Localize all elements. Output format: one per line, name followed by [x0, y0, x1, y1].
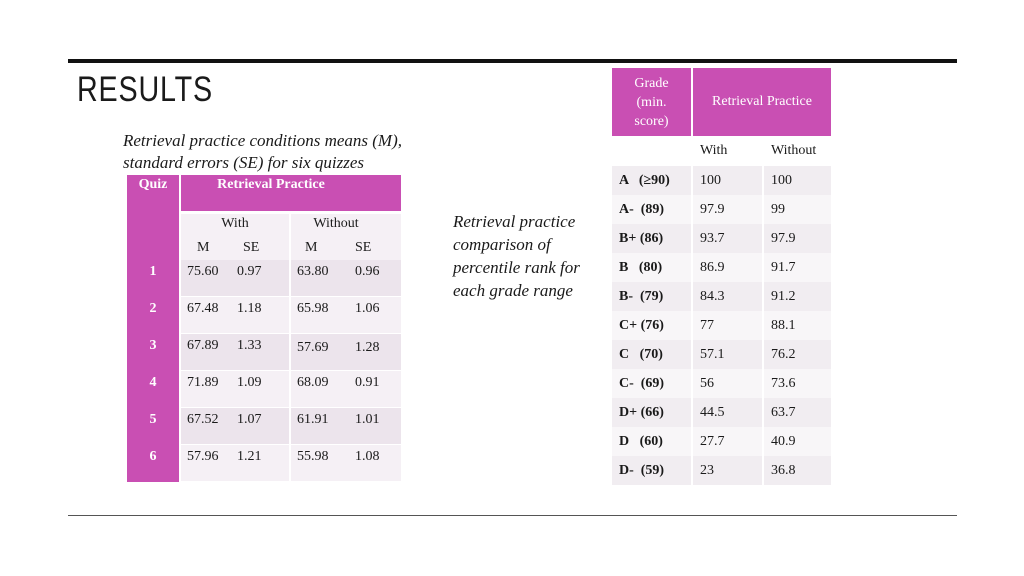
- quiz-number: 2: [127, 296, 181, 334]
- table-row: B+ (86) 93.7 97.9: [612, 224, 831, 253]
- quiz-number: 5: [127, 407, 181, 445]
- without-value: 36.8: [763, 456, 831, 485]
- table-row: A- (89) 97.9 99: [612, 195, 831, 224]
- with-value: 97.9: [692, 195, 764, 224]
- without-value: 76.2: [763, 340, 831, 369]
- with-value: 100: [692, 166, 764, 195]
- table-row: B (80) 86.9 91.7: [612, 253, 831, 282]
- without-value: 99: [763, 195, 831, 224]
- grade-cell: A (≥90): [612, 166, 693, 195]
- grade-cell: A- (89): [612, 195, 693, 224]
- caption-right: Retrieval practice comparison of percent…: [453, 212, 580, 300]
- with-value: 56: [692, 369, 764, 398]
- with-cell: 67.48 1.18: [180, 296, 291, 334]
- quiz-number: 4: [127, 370, 181, 408]
- table-row: D+ (66) 44.5 63.7: [612, 398, 831, 427]
- grade-percentile-table: Grade (min. score) Retrieval Practice Wi…: [612, 68, 831, 485]
- without-cell: 68.09 0.91: [290, 370, 401, 408]
- table-row: 4 71.89 1.09 68.09 0.91: [127, 370, 401, 408]
- grade-header: Grade (min. score): [612, 68, 693, 136]
- table-row: A (≥90) 100 100: [612, 166, 831, 195]
- with-value: 86.9: [692, 253, 764, 282]
- with-cell: 71.89 1.09: [180, 370, 291, 408]
- table-row: B- (79) 84.3 91.2: [612, 282, 831, 311]
- without-mse-header: M SE: [290, 240, 401, 260]
- quiz-header: Quiz: [127, 175, 181, 213]
- quiz-number: 1: [127, 260, 181, 297]
- table-row: C- (69) 56 73.6: [612, 369, 831, 398]
- without-value: 97.9: [763, 224, 831, 253]
- grade-cell: D (60): [612, 427, 693, 456]
- with-cell: 67.52 1.07: [180, 407, 291, 445]
- with-value: 93.7: [692, 224, 764, 253]
- grade-cell: C (70): [612, 340, 693, 369]
- with-mse-header: M SE: [180, 240, 291, 260]
- table-row: C+ (76) 77 88.1: [612, 311, 831, 340]
- quiz-means-table: Quiz Retrieval Practice With Without M SE…: [127, 175, 401, 482]
- with-cell: 75.60 0.97: [180, 260, 291, 297]
- with-value: 84.3: [692, 282, 764, 311]
- with-cell: 57.96 1.21: [180, 444, 291, 482]
- with-header: With: [180, 211, 291, 240]
- with-value: 57.1: [692, 340, 764, 369]
- grade-cell: D- (59): [612, 456, 693, 485]
- grade-cell: B (80): [612, 253, 693, 282]
- without-cell: 57.69 1.28: [290, 333, 401, 371]
- retrieval-practice-header-2: Retrieval Practice: [692, 68, 831, 136]
- with-value: 44.5: [692, 398, 764, 427]
- grade-cell: D+ (66): [612, 398, 693, 427]
- without-value: 40.9: [763, 427, 831, 456]
- without-value: 100: [763, 166, 831, 195]
- without-cell: 63.80 0.96: [290, 260, 401, 297]
- table-row: 2 67.48 1.18 65.98 1.06: [127, 296, 401, 334]
- with-cell: 67.89 1.33: [180, 333, 291, 371]
- without-header: Without: [290, 211, 401, 240]
- with-value: 27.7: [692, 427, 764, 456]
- grade-cell: C+ (76): [612, 311, 693, 340]
- without-cell: 65.98 1.06: [290, 296, 401, 334]
- with-value: 23: [692, 456, 764, 485]
- with-value: 77: [692, 311, 764, 340]
- without-value: 91.7: [763, 253, 831, 282]
- grade-cell: B- (79): [612, 282, 693, 311]
- without-value: 88.1: [763, 311, 831, 340]
- with-header-2: With: [691, 136, 764, 166]
- table-row: D- (59) 23 36.8: [612, 456, 831, 485]
- table-row: D (60) 27.7 40.9: [612, 427, 831, 456]
- without-header-2: Without: [763, 136, 831, 166]
- page-title: RESULTS: [77, 70, 213, 109]
- grade-cell: B+ (86): [612, 224, 693, 253]
- bottom-rule: [68, 515, 957, 516]
- table-row: 1 75.60 0.97 63.80 0.96: [127, 260, 401, 297]
- without-value: 63.7: [763, 398, 831, 427]
- quiz-number: 3: [127, 333, 181, 371]
- top-rule: [68, 59, 957, 63]
- retrieval-practice-header: Retrieval Practice: [180, 175, 401, 213]
- without-value: 73.6: [763, 369, 831, 398]
- without-cell: 61.91 1.01: [290, 407, 401, 445]
- without-cell: 55.98 1.08: [290, 444, 401, 482]
- quiz-number: 6: [127, 444, 181, 482]
- grade-cell: C- (69): [612, 369, 693, 398]
- table-row: C (70) 57.1 76.2: [612, 340, 831, 369]
- table-row: 6 57.96 1.21 55.98 1.08: [127, 444, 401, 482]
- caption-left: Retrieval practice conditions means (M),…: [123, 131, 403, 172]
- without-value: 91.2: [763, 282, 831, 311]
- table-row: 3 67.89 1.33 57.69 1.28: [127, 333, 401, 371]
- table-row: 5 67.52 1.07 61.91 1.01: [127, 407, 401, 445]
